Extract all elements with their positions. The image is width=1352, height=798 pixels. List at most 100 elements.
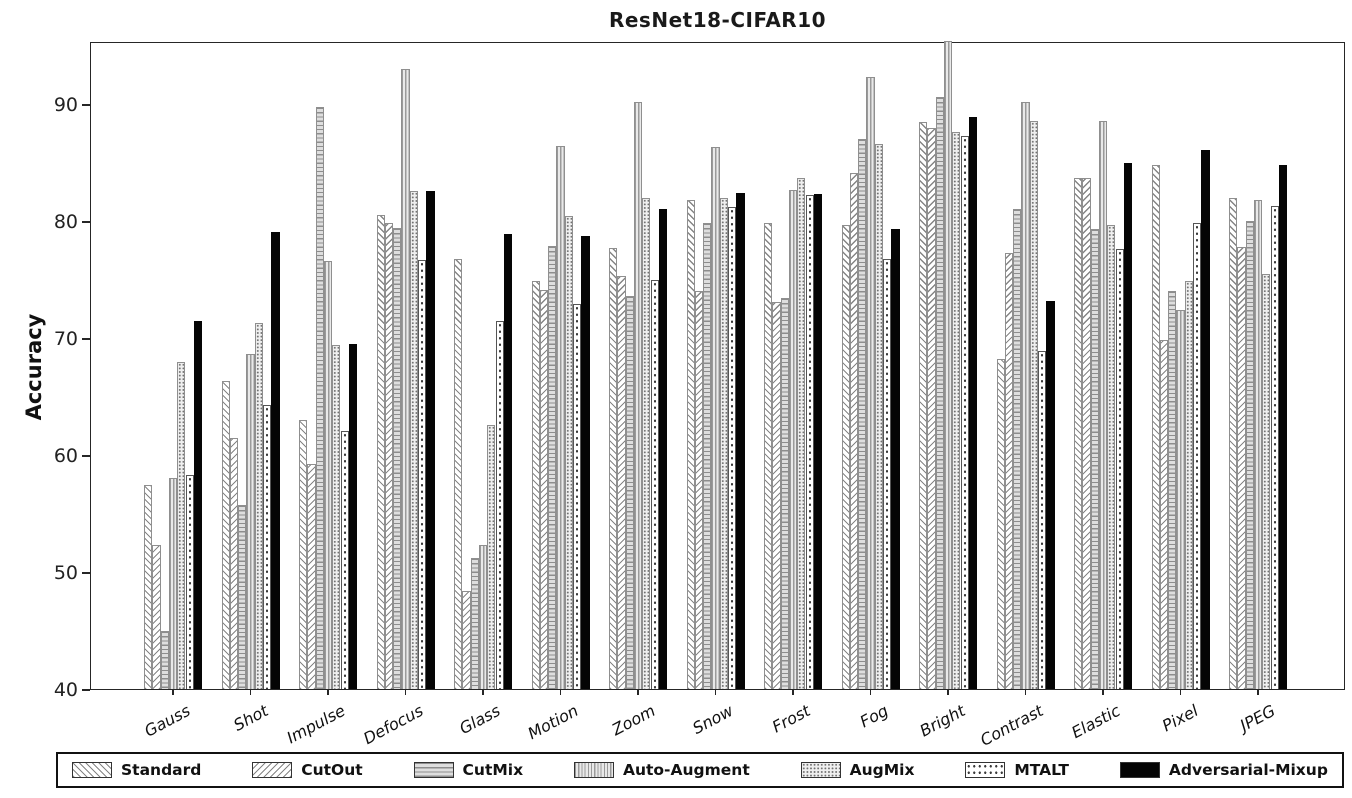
bar-adversarial-mixup-shot <box>271 231 280 689</box>
bar-auto-augment-fog <box>866 77 875 689</box>
bar-group-shot <box>221 41 280 689</box>
x-tick-mark <box>869 690 872 695</box>
plot-area <box>90 41 1345 690</box>
bar-mtalt-impulse <box>340 430 349 689</box>
x-tick-mark <box>947 690 949 695</box>
bar-group-snow <box>686 41 745 689</box>
bar-standard-impulse <box>299 419 308 689</box>
bar-cutmix-motion <box>548 245 557 689</box>
bar-auto-augment-jpeg <box>1253 200 1263 689</box>
x-tick-label-motion: Motion <box>524 700 581 744</box>
bar-standard-defocus <box>376 215 385 689</box>
bar-mtalt-bright <box>960 135 969 689</box>
y-tick-mark <box>82 104 90 106</box>
bar-standard-bright <box>919 121 928 689</box>
x-tick-mark <box>1024 690 1027 695</box>
bar-cutout-defocus <box>384 223 394 689</box>
legend-item-mtalt: MTALT <box>965 761 1069 779</box>
x-tick-label-frost: Frost <box>768 700 814 737</box>
y-tick-mark <box>82 338 90 340</box>
bar-augmix-glass <box>487 424 496 689</box>
bar-adversarial-mixup-zoom <box>658 209 668 689</box>
bar-mtalt-contrast <box>1038 350 1047 689</box>
y-tick-label-70: 70 <box>53 328 78 351</box>
bar-auto-augment-impulse <box>323 260 333 689</box>
bar-cutmix-glass <box>470 558 479 689</box>
bar-auto-augment-bright <box>943 41 953 689</box>
legend-item-adversarial-mixup: Adversarial-Mixup <box>1119 761 1328 779</box>
bar-group-fog <box>841 41 900 689</box>
x-tick-mark <box>559 690 562 695</box>
x-tick-label-fog: Fog <box>856 700 891 732</box>
bar-standard-zoom <box>609 248 618 689</box>
bar-adversarial-mixup-glass <box>503 234 513 689</box>
bar-adversarial-mixup-pixel <box>1201 149 1210 689</box>
bar-augmix-defocus <box>409 190 418 689</box>
bar-auto-augment-zoom <box>633 101 643 689</box>
y-tick-label-80: 80 <box>53 211 78 234</box>
bar-cutout-elastic <box>1082 177 1091 689</box>
bar-cutmix-jpeg <box>1245 221 1254 689</box>
legend-swatch-horiz-icon <box>413 762 454 778</box>
bar-group-jpeg <box>1229 41 1288 689</box>
bar-group-elastic <box>1074 41 1133 689</box>
bar-group-motion <box>531 41 590 689</box>
x-tick-label-defocus: Defocus <box>359 700 426 749</box>
bar-cutmix-snow <box>703 223 712 689</box>
y-tick-mark <box>82 689 90 691</box>
bar-cutmix-frost <box>780 298 789 689</box>
legend-swatch-diag-right-icon <box>72 762 112 778</box>
bar-cutmix-defocus <box>393 228 402 689</box>
bar-mtalt-motion <box>573 304 582 689</box>
bar-cutout-jpeg <box>1237 246 1246 689</box>
x-tick-mark <box>1179 690 1182 695</box>
legend-label: CutMix <box>462 761 524 779</box>
x-tick-label-snow: Snow <box>688 700 736 738</box>
bar-standard-contrast <box>996 359 1005 689</box>
legend-label: Auto-Augment <box>622 761 750 779</box>
bar-adversarial-mixup-frost <box>813 194 823 689</box>
bar-mtalt-zoom <box>650 279 659 689</box>
bar-standard-jpeg <box>1229 197 1238 689</box>
legend-swatch-vert-icon <box>573 762 614 778</box>
y-tick-mark <box>82 572 90 574</box>
bar-cutout-zoom <box>617 276 626 689</box>
bar-standard-motion <box>531 280 540 689</box>
y-tick-label-50: 50 <box>53 562 78 585</box>
bar-adversarial-mixup-jpeg <box>1278 165 1288 689</box>
bar-mtalt-frost <box>805 195 814 689</box>
bar-standard-pixel <box>1151 165 1160 689</box>
bar-augmix-zoom <box>642 197 651 689</box>
x-tick-mark <box>637 690 639 695</box>
x-tick-mark <box>404 690 407 695</box>
legend-item-cutmix: CutMix <box>413 761 524 779</box>
bar-group-impulse <box>299 41 358 689</box>
bar-augmix-snow <box>719 197 728 689</box>
bar-mtalt-gauss <box>185 474 194 689</box>
bar-group-frost <box>764 41 823 689</box>
bar-auto-augment-gauss <box>168 478 178 689</box>
bar-augmix-shot <box>254 322 263 689</box>
y-tick-label-40: 40 <box>53 679 78 701</box>
bar-standard-frost <box>764 223 773 689</box>
bar-cutout-frost <box>772 301 781 689</box>
bar-adversarial-mixup-bright <box>968 117 978 689</box>
bar-adversarial-mixup-contrast <box>1046 300 1055 689</box>
bar-adversarial-mixup-elastic <box>1123 162 1133 689</box>
bar-cutout-shot <box>229 437 239 689</box>
x-tick-mark <box>1257 690 1259 695</box>
bar-augmix-gauss <box>177 361 186 689</box>
bar-cutout-glass <box>462 590 471 689</box>
bar-adversarial-mixup-impulse <box>348 343 358 689</box>
bar-cutmix-contrast <box>1013 209 1022 689</box>
bar-cutmix-zoom <box>625 296 634 689</box>
bar-mtalt-fog <box>883 258 892 689</box>
bar-group-bright <box>919 41 978 689</box>
bar-cutout-pixel <box>1159 340 1169 689</box>
x-tick-label-bright: Bright <box>916 700 969 741</box>
bar-augmix-frost <box>797 177 806 689</box>
legend-item-auto-augment: Auto-Augment <box>573 761 750 779</box>
legend-label: CutOut <box>301 761 363 779</box>
bar-augmix-impulse <box>332 345 341 689</box>
legend-swatch-sparse-dots-icon <box>965 762 1006 778</box>
